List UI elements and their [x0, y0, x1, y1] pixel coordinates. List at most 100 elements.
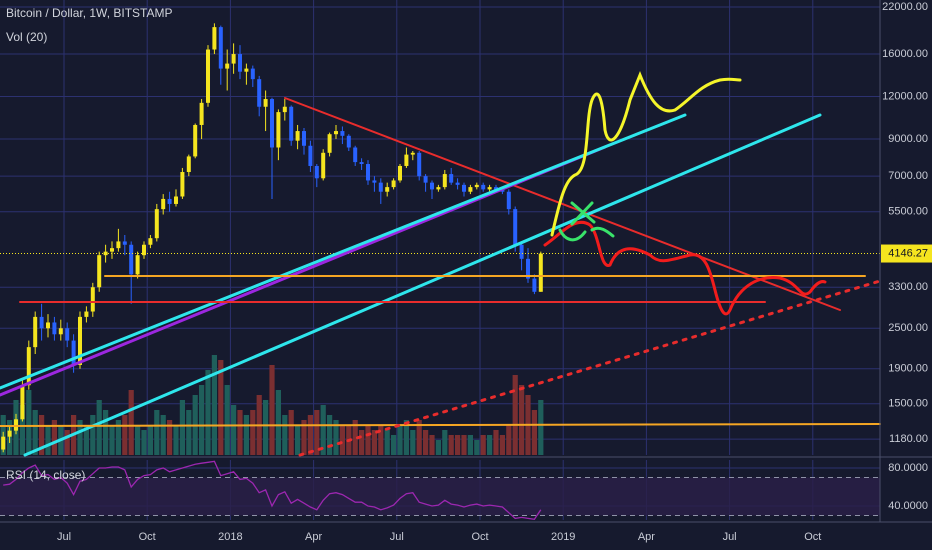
candle-body [295, 131, 300, 141]
volume-bar [474, 440, 480, 455]
candle-body [391, 180, 396, 188]
candle-body [449, 174, 454, 183]
volume-bar [307, 415, 313, 455]
grid [0, 0, 880, 520]
x-tick-label: 2019 [551, 531, 575, 543]
volume-bar [19, 405, 25, 455]
candle-body [340, 131, 345, 136]
volume-bar [314, 410, 320, 455]
volume-bar [391, 435, 397, 455]
candle-body [378, 182, 383, 192]
candles [0, 23, 880, 453]
volume-bar [487, 435, 493, 455]
last-price-box [881, 244, 932, 263]
rsi-band [0, 477, 880, 516]
volume-bar [154, 410, 160, 455]
y-tick-label: 12000.00 [882, 90, 928, 102]
candle-body [206, 49, 210, 103]
candle-body [257, 79, 262, 107]
volume-bar [429, 435, 435, 455]
candle-body [78, 316, 82, 365]
volume-bar [423, 430, 429, 455]
x-tick-label: Oct [804, 531, 821, 543]
volume-bar [186, 410, 192, 455]
volume-bar [51, 420, 57, 455]
candle-body [193, 124, 198, 157]
y-tick-label: 7000.00 [888, 170, 928, 182]
x-tick-label: Apr [638, 531, 655, 543]
candle-body [148, 238, 153, 245]
x-tick-label: Apr [305, 531, 322, 543]
x-tick-label: Jul [390, 531, 404, 543]
candle-body [519, 244, 524, 259]
candle-body [263, 99, 268, 107]
x-tick-label: Oct [471, 531, 488, 543]
candle-body [538, 253, 543, 292]
candle-body [39, 316, 44, 329]
candle-body [129, 244, 134, 275]
volume-bar [282, 415, 288, 455]
volume-bar [352, 420, 358, 455]
volume-bar [243, 415, 249, 455]
volume-bar [237, 410, 243, 455]
volume-bar [455, 435, 461, 455]
candle-body [90, 287, 95, 312]
last-price-label: 4146.27 [888, 247, 928, 259]
volume-bar [77, 420, 83, 455]
candle-body [84, 311, 89, 317]
candle-body [346, 135, 351, 148]
volume-bar [45, 425, 51, 455]
y-tick-label: 3300.00 [888, 281, 928, 293]
candle-body [1, 436, 6, 450]
candle-body [462, 184, 466, 192]
candle-body [142, 244, 146, 256]
rsi-line [3, 460, 542, 521]
volume-bar [538, 400, 544, 455]
candle-body [487, 187, 492, 190]
volume-bar [231, 405, 237, 455]
volume-bar [371, 430, 377, 455]
trend-line [284, 97, 841, 311]
candle-body [455, 182, 460, 185]
y-tick-label: 80.0000 [888, 462, 928, 474]
candle-body [385, 187, 390, 192]
candle-body [161, 198, 166, 210]
volume-bar [416, 420, 422, 455]
volume-bar [333, 420, 339, 455]
volume-bar [378, 425, 384, 455]
rsi-label: RSI (14, close) [6, 468, 85, 482]
candle-body [14, 419, 18, 431]
candle-body [26, 347, 31, 386]
volume-bar [32, 410, 38, 455]
candle-body [513, 209, 518, 245]
volume-bar [467, 435, 473, 455]
volume-bar [109, 425, 115, 455]
volume-bar [480, 435, 486, 455]
candle-body [174, 196, 178, 204]
volume-bar [128, 390, 134, 455]
candle-body [334, 131, 338, 135]
volume-bar [179, 400, 185, 455]
volume-bar [512, 375, 518, 455]
volume-bar [339, 425, 345, 455]
volume-bar [493, 430, 499, 455]
volume-bar [506, 425, 512, 455]
volume-bar [83, 425, 89, 455]
volume-bar [103, 410, 109, 455]
volume-bar [205, 370, 211, 455]
candle-body [366, 164, 370, 181]
candle-body [436, 187, 441, 190]
candle-body [199, 102, 204, 125]
volume-bar [269, 365, 275, 455]
trend-line [0, 113, 687, 390]
volume-bar [531, 410, 537, 455]
volume-bar [442, 430, 448, 455]
candle-body [353, 147, 358, 163]
candle-body [7, 430, 12, 437]
y-tick-label: 2500.00 [888, 322, 928, 334]
candle-body [372, 180, 377, 183]
volume-bar [90, 415, 96, 455]
drawings [0, 70, 882, 457]
